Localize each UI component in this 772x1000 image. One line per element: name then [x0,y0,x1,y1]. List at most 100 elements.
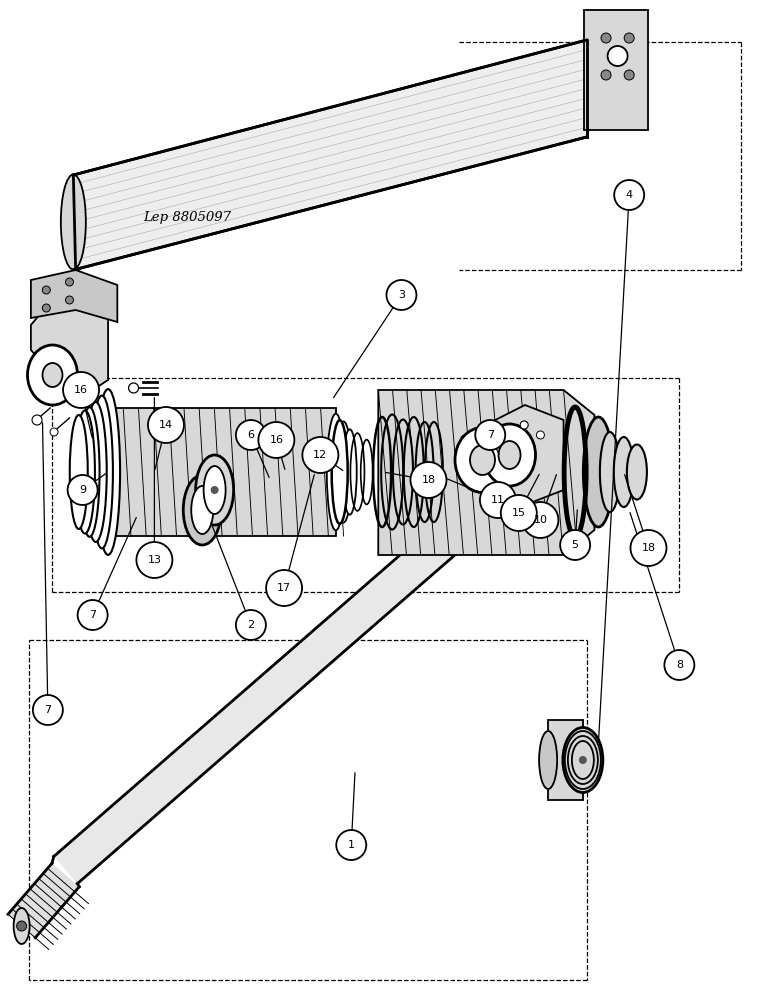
Text: 11: 11 [491,495,505,505]
Circle shape [537,431,544,439]
Polygon shape [584,10,648,130]
Circle shape [520,421,528,429]
Ellipse shape [455,428,510,492]
Text: 7: 7 [44,705,52,715]
Circle shape [411,462,446,498]
Circle shape [32,415,42,425]
Circle shape [50,428,58,436]
Polygon shape [31,270,117,322]
Text: 15: 15 [512,508,526,518]
Polygon shape [54,436,560,884]
Ellipse shape [327,414,345,530]
Polygon shape [8,863,80,938]
Circle shape [523,502,558,538]
Circle shape [66,278,73,286]
Ellipse shape [91,396,113,548]
Circle shape [601,33,611,43]
Circle shape [42,286,50,294]
Ellipse shape [14,908,29,944]
Text: 7: 7 [89,610,96,620]
Circle shape [148,407,184,443]
Polygon shape [108,408,336,536]
Circle shape [631,530,666,566]
Ellipse shape [584,417,613,527]
Ellipse shape [343,429,357,515]
Circle shape [665,650,694,680]
Ellipse shape [627,444,647,499]
Circle shape [480,482,516,518]
Circle shape [33,695,63,725]
Text: 16: 16 [74,385,88,395]
Circle shape [601,70,611,80]
Ellipse shape [42,363,63,387]
Ellipse shape [483,424,536,486]
Circle shape [63,372,99,408]
Text: Lep 8805097: Lep 8805097 [143,212,231,225]
Circle shape [137,542,172,578]
Polygon shape [462,405,564,505]
Ellipse shape [61,174,86,269]
Ellipse shape [204,466,225,514]
Text: 10: 10 [533,515,547,525]
Text: 13: 13 [147,555,161,565]
Ellipse shape [563,728,603,792]
Ellipse shape [28,345,77,405]
Circle shape [129,383,138,393]
Circle shape [66,296,73,304]
Text: 7: 7 [486,430,494,440]
Ellipse shape [600,432,620,512]
Ellipse shape [539,731,557,789]
Circle shape [211,486,218,494]
Circle shape [579,756,587,764]
Circle shape [625,70,634,80]
Polygon shape [548,720,583,800]
Circle shape [615,180,644,210]
Text: 1: 1 [347,840,355,850]
Text: 3: 3 [398,290,405,300]
Circle shape [337,830,366,860]
Circle shape [476,420,505,450]
Text: 9: 9 [79,485,86,495]
Circle shape [259,422,294,458]
Polygon shape [378,390,594,555]
Circle shape [501,495,537,531]
Ellipse shape [336,421,351,523]
Text: 2: 2 [247,620,255,630]
Ellipse shape [75,410,95,534]
Circle shape [78,600,107,630]
Polygon shape [73,40,587,270]
Text: 8: 8 [676,660,683,670]
Text: 5: 5 [571,540,579,550]
Ellipse shape [96,389,120,555]
Text: 16: 16 [269,435,283,445]
Circle shape [625,33,634,43]
Circle shape [608,46,628,66]
Circle shape [68,475,97,505]
Text: 6: 6 [247,430,255,440]
Ellipse shape [611,42,640,127]
Ellipse shape [332,420,347,524]
Circle shape [17,921,26,931]
Circle shape [42,304,50,312]
Circle shape [303,437,338,473]
Text: 14: 14 [159,420,173,430]
Ellipse shape [195,455,234,525]
Ellipse shape [85,402,107,542]
Ellipse shape [183,475,222,545]
Ellipse shape [191,486,213,534]
Circle shape [266,570,302,606]
Ellipse shape [614,437,634,507]
Circle shape [236,420,266,450]
Circle shape [560,530,590,560]
Text: 18: 18 [642,543,655,553]
Ellipse shape [80,407,100,537]
Circle shape [236,610,266,640]
Polygon shape [31,270,108,400]
Text: 17: 17 [277,583,291,593]
Ellipse shape [69,415,88,529]
Ellipse shape [499,441,520,469]
Text: 12: 12 [313,450,327,460]
Text: 4: 4 [625,190,633,200]
Text: 18: 18 [422,475,435,485]
Circle shape [387,280,416,310]
